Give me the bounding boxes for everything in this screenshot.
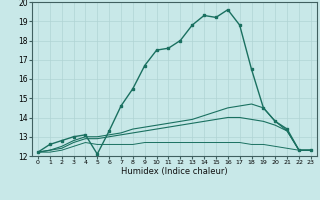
- X-axis label: Humidex (Indice chaleur): Humidex (Indice chaleur): [121, 167, 228, 176]
